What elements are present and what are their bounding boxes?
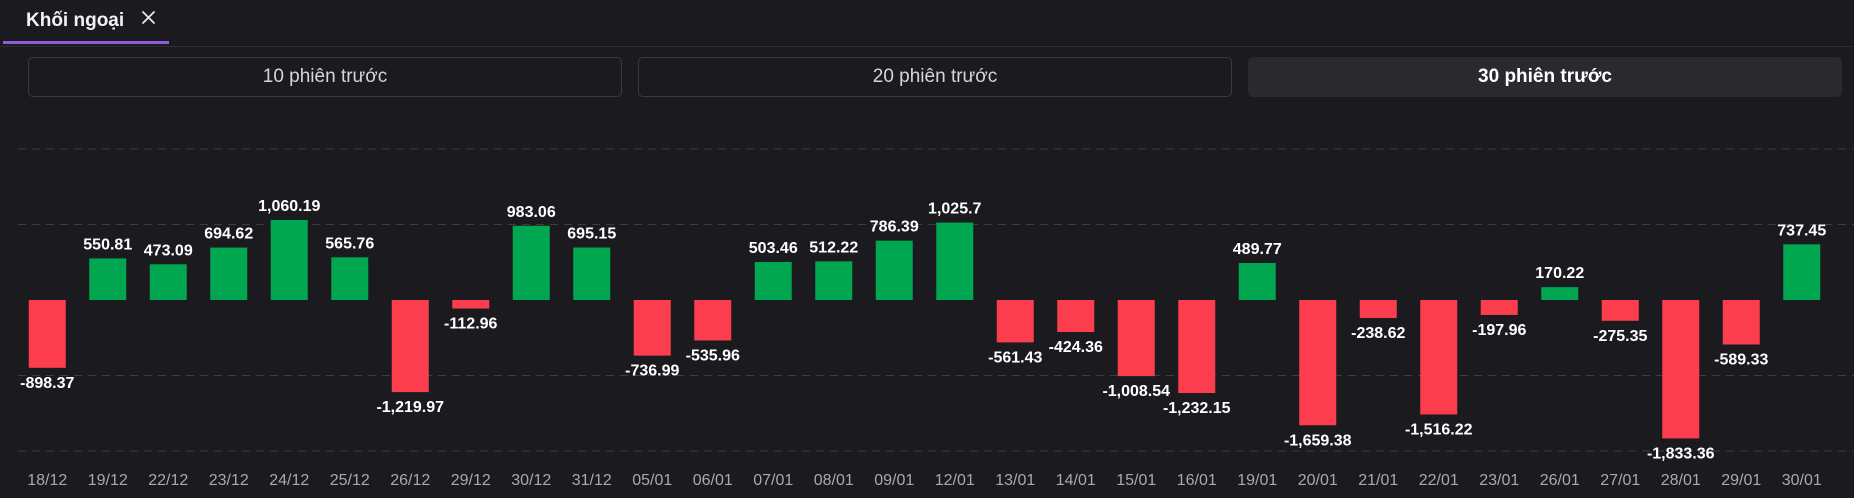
bar-25-12[interactable] [331, 257, 369, 300]
bar-05-01[interactable] [633, 300, 671, 356]
data-label: -424.36 [1049, 339, 1103, 356]
x-tick-label: 19/01 [1237, 472, 1277, 489]
bar-14-01[interactable] [1057, 300, 1095, 333]
data-label: -898.37 [20, 375, 74, 392]
data-label: -197.96 [1472, 322, 1526, 339]
tab-bar: Khối ngoại [0, 0, 1854, 47]
bar-21-01[interactable] [1359, 300, 1397, 319]
x-tick-label: 26/12 [390, 472, 430, 489]
data-label: -1,516.22 [1405, 421, 1473, 438]
data-label: 694.62 [204, 226, 253, 243]
bar-26-12[interactable] [391, 300, 429, 393]
period-button-10[interactable]: 10 phiên trước [28, 57, 622, 97]
x-tick-label: 08/01 [814, 472, 854, 489]
x-tick-label: 25/12 [330, 472, 370, 489]
data-label: 512.22 [809, 239, 858, 256]
x-tick-label: 22/12 [148, 472, 188, 489]
data-label: 695.15 [567, 226, 616, 243]
bar-15-01[interactable] [1117, 300, 1155, 377]
bar-07-01[interactable] [754, 261, 792, 300]
data-label: -1,232.15 [1163, 400, 1231, 417]
x-tick-label: 23/01 [1479, 472, 1519, 489]
x-tick-label: 29/01 [1721, 472, 1761, 489]
data-label: -275.35 [1593, 328, 1647, 345]
bar-30-12[interactable] [512, 225, 550, 300]
x-tick-label: 22/01 [1419, 472, 1459, 489]
x-tick-label: 20/01 [1298, 472, 1338, 489]
x-tick-label: 14/01 [1056, 472, 1096, 489]
x-tick-label: 31/12 [572, 472, 612, 489]
data-label: -736.99 [625, 363, 679, 380]
data-label: -1,833.36 [1647, 445, 1715, 462]
bar-08-01[interactable] [815, 261, 853, 300]
bar-16-01[interactable] [1178, 300, 1216, 394]
x-tick-label: 26/01 [1540, 472, 1580, 489]
close-icon[interactable] [139, 8, 159, 28]
period-button-20[interactable]: 20 phiên trước [638, 57, 1232, 97]
x-tick-label: 16/01 [1177, 472, 1217, 489]
data-label: -535.96 [686, 347, 740, 364]
data-label: 1,060.19 [258, 198, 320, 215]
data-label: -561.43 [988, 349, 1042, 366]
bar-31-12[interactable] [573, 247, 611, 300]
x-tick-label: 07/01 [753, 472, 793, 489]
bar-20-01[interactable] [1299, 300, 1337, 426]
data-label: -238.62 [1351, 325, 1405, 342]
bar-19-01[interactable] [1238, 263, 1276, 300]
x-tick-label: 06/01 [693, 472, 733, 489]
x-tick-label: 29/12 [451, 472, 491, 489]
x-tick-label: 19/12 [88, 472, 128, 489]
x-tick-label: 12/01 [935, 472, 975, 489]
data-label: 786.39 [870, 219, 919, 236]
x-tick-label: 23/12 [209, 472, 249, 489]
data-label: -1,659.38 [1284, 432, 1352, 449]
bar-29-01[interactable] [1722, 300, 1760, 345]
x-tick-label: 28/01 [1661, 472, 1701, 489]
data-label: 489.77 [1233, 241, 1282, 258]
bar-18-12[interactable] [28, 300, 66, 368]
x-tick-label: 30/12 [511, 472, 551, 489]
bar-06-01[interactable] [694, 300, 732, 341]
tab-khoi-ngoai[interactable]: Khối ngoại [3, 0, 169, 44]
data-label: 983.06 [507, 204, 556, 221]
x-tick-label: 27/01 [1600, 472, 1640, 489]
data-label: -589.33 [1714, 351, 1768, 368]
data-label: 1,025.7 [928, 201, 981, 218]
data-label: 565.76 [325, 235, 374, 252]
data-label: 503.46 [749, 240, 798, 257]
bar-26-01[interactable] [1541, 287, 1579, 300]
x-tick-label: 30/01 [1782, 472, 1822, 489]
data-label: 473.09 [144, 242, 193, 259]
x-tick-label: 24/12 [269, 472, 309, 489]
data-label: -1,219.97 [376, 399, 444, 416]
bar-23-01[interactable] [1480, 300, 1518, 315]
bar-22-01[interactable] [1420, 300, 1458, 415]
bar-30-01[interactable] [1783, 244, 1821, 300]
x-tick-label: 09/01 [874, 472, 914, 489]
bar-12-01[interactable] [936, 222, 974, 300]
data-label: -112.96 [444, 316, 497, 333]
bar-22-12[interactable] [149, 264, 187, 300]
x-tick-label: 18/12 [27, 472, 67, 489]
bar-09-01[interactable] [875, 240, 913, 300]
period-button-30[interactable]: 30 phiên trước [1248, 57, 1842, 97]
x-tick-label: 21/01 [1358, 472, 1398, 489]
bar-29-12[interactable] [452, 300, 490, 309]
bar-13-01[interactable] [996, 300, 1034, 343]
x-tick-label: 05/01 [632, 472, 672, 489]
x-tick-label: 13/01 [995, 472, 1035, 489]
bar-27-01[interactable] [1601, 300, 1639, 321]
bar-28-01[interactable] [1662, 300, 1700, 439]
tab-label: Khối ngoại [26, 10, 125, 31]
data-label: 550.81 [83, 236, 132, 253]
x-tick-label: 15/01 [1116, 472, 1156, 489]
bar-24-12[interactable] [270, 219, 308, 300]
data-label: 737.45 [1777, 222, 1826, 239]
bar-23-12[interactable] [210, 247, 248, 300]
data-label: -1,008.54 [1102, 383, 1170, 400]
bar-19-12[interactable] [89, 258, 127, 300]
data-label: 170.22 [1535, 265, 1584, 282]
